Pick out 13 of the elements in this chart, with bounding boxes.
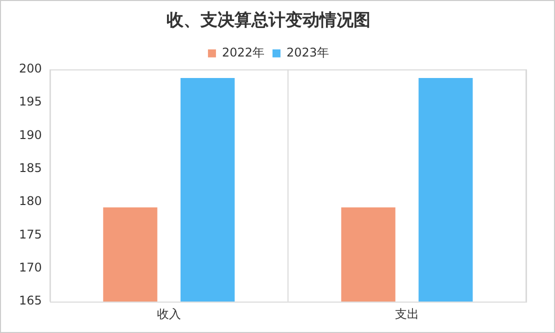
legend-label: 2022年 xyxy=(222,46,265,60)
y-tick-label: 170 xyxy=(19,260,42,275)
chart-title: 收、支决算总计变动情况图 xyxy=(166,10,370,31)
y-tick-label: 180 xyxy=(19,194,42,208)
y-tick-label: 175 xyxy=(19,227,42,242)
y-tick-label: 200 xyxy=(19,62,42,76)
x-tick-label: 支出 xyxy=(394,306,419,321)
y-tick-label: 165 xyxy=(19,294,42,308)
y-tick-label: 185 xyxy=(19,161,42,176)
x-tick-label: 收入 xyxy=(156,306,181,321)
y-tick-label: 195 xyxy=(19,94,42,109)
legend-label: 2023年 xyxy=(286,46,330,60)
y-tick-label: 190 xyxy=(19,128,42,142)
